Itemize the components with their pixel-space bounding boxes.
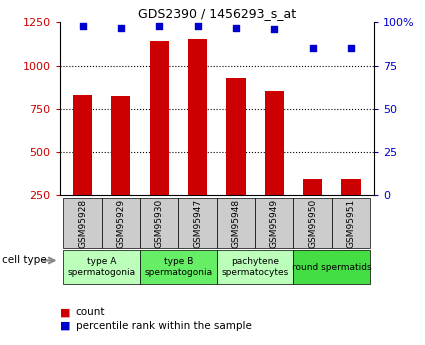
Title: GDS2390 / 1456293_s_at: GDS2390 / 1456293_s_at — [138, 7, 296, 20]
Text: cell type: cell type — [2, 256, 47, 265]
Text: ■: ■ — [60, 321, 70, 331]
Point — [271, 27, 278, 32]
Text: GSM95949: GSM95949 — [270, 198, 279, 248]
Text: GSM95948: GSM95948 — [232, 198, 241, 248]
Text: percentile rank within the sample: percentile rank within the sample — [76, 321, 252, 331]
Point — [79, 23, 86, 29]
Text: count: count — [76, 307, 105, 317]
Bar — [63, 198, 102, 248]
Bar — [102, 198, 140, 248]
Point — [194, 23, 201, 29]
Point — [232, 25, 239, 30]
Text: ■: ■ — [60, 307, 70, 317]
Point — [348, 46, 354, 51]
Point — [309, 46, 316, 51]
Bar — [111, 96, 130, 238]
Point — [156, 23, 163, 29]
Text: GSM95930: GSM95930 — [155, 198, 164, 248]
Bar — [265, 90, 284, 238]
Text: type A
spermatogonia: type A spermatogonia — [68, 257, 136, 277]
Bar — [217, 198, 255, 248]
Text: GSM95928: GSM95928 — [78, 198, 87, 248]
Text: round spermatids: round spermatids — [292, 263, 371, 272]
Bar — [332, 198, 370, 248]
Text: pachytene
spermatocytes: pachytene spermatocytes — [221, 257, 289, 277]
Bar — [303, 179, 322, 238]
Bar — [188, 39, 207, 238]
Bar — [255, 198, 293, 248]
Text: type B
spermatogonia: type B spermatogonia — [144, 257, 212, 277]
Bar — [140, 250, 217, 284]
Bar — [178, 198, 217, 248]
Bar — [341, 179, 360, 238]
Bar — [63, 250, 140, 284]
Text: GSM95947: GSM95947 — [193, 198, 202, 248]
Text: GSM95950: GSM95950 — [308, 198, 317, 248]
Text: GSM95951: GSM95951 — [346, 198, 355, 248]
Text: GSM95929: GSM95929 — [116, 198, 125, 248]
Bar — [150, 41, 169, 238]
Bar — [140, 198, 178, 248]
Bar — [73, 95, 92, 238]
Bar — [217, 250, 293, 284]
Bar — [227, 78, 246, 238]
Point — [117, 25, 124, 30]
Bar — [293, 198, 332, 248]
Bar — [293, 250, 370, 284]
